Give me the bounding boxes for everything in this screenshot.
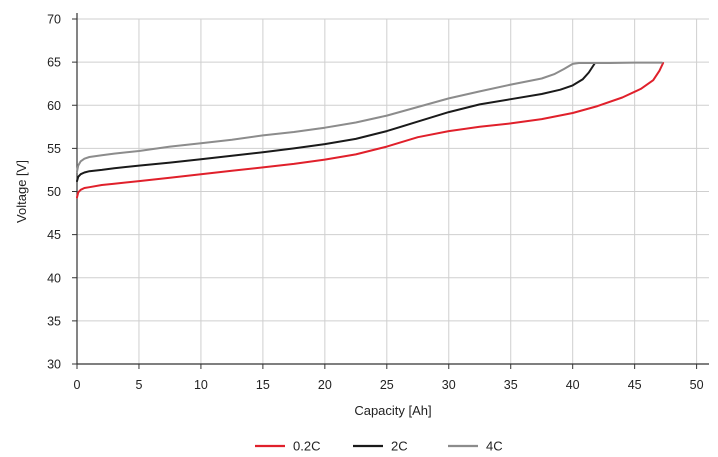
series-line-4C — [76, 61, 663, 173]
x-tick-label-7: 35 — [504, 378, 518, 392]
y-tick-label-2: 40 — [47, 271, 61, 285]
y-tick-label-5: 55 — [47, 142, 61, 156]
legend-label-4C: 4C — [486, 439, 503, 454]
x-tick-label-10: 50 — [690, 378, 704, 392]
legend-label-2C: 2C — [391, 439, 408, 454]
x-tick-label-2: 10 — [194, 378, 208, 392]
x-tick-label-3: 15 — [256, 378, 270, 392]
x-axis-title: Capacity [Ah] — [354, 403, 431, 418]
legend-label-0.2C: 0.2C — [293, 439, 320, 454]
y-tick-label-6: 60 — [47, 99, 61, 113]
series-line-0.2C — [76, 62, 665, 199]
y-tick-label-3: 45 — [47, 228, 61, 242]
y-tick-label-1: 35 — [47, 314, 61, 328]
x-tick-label-5: 25 — [380, 378, 394, 392]
y-axis-title: Voltage [V] — [14, 160, 29, 223]
x-tick-label-9: 45 — [628, 378, 642, 392]
y-tick-label-0: 30 — [47, 358, 61, 372]
x-tick-label-1: 5 — [135, 378, 142, 392]
y-tick-label-4: 50 — [47, 185, 61, 199]
axes — [72, 13, 709, 369]
legend-item-4C: 4C — [448, 439, 503, 454]
x-tick-label-4: 20 — [318, 378, 332, 392]
y-tick-label-7: 65 — [47, 56, 61, 70]
legend-item-2C: 2C — [353, 439, 408, 454]
x-tick-label-6: 30 — [442, 378, 456, 392]
tick-labels: 30 35 40 45 50 55 60 65 70 0 5 10 15 20 25 30 35 40 45 50 — [47, 13, 704, 393]
legend-item-0.2C: 0.2C — [255, 439, 320, 454]
y-tick-label-8: 70 — [47, 13, 61, 27]
x-tick-label-0: 0 — [74, 378, 81, 392]
plot-series — [76, 61, 665, 199]
grid — [77, 18, 709, 364]
x-tick-label-8: 40 — [566, 378, 580, 392]
series-line-2C — [76, 62, 596, 183]
legend: 0.2C 2C 4C — [255, 439, 503, 454]
